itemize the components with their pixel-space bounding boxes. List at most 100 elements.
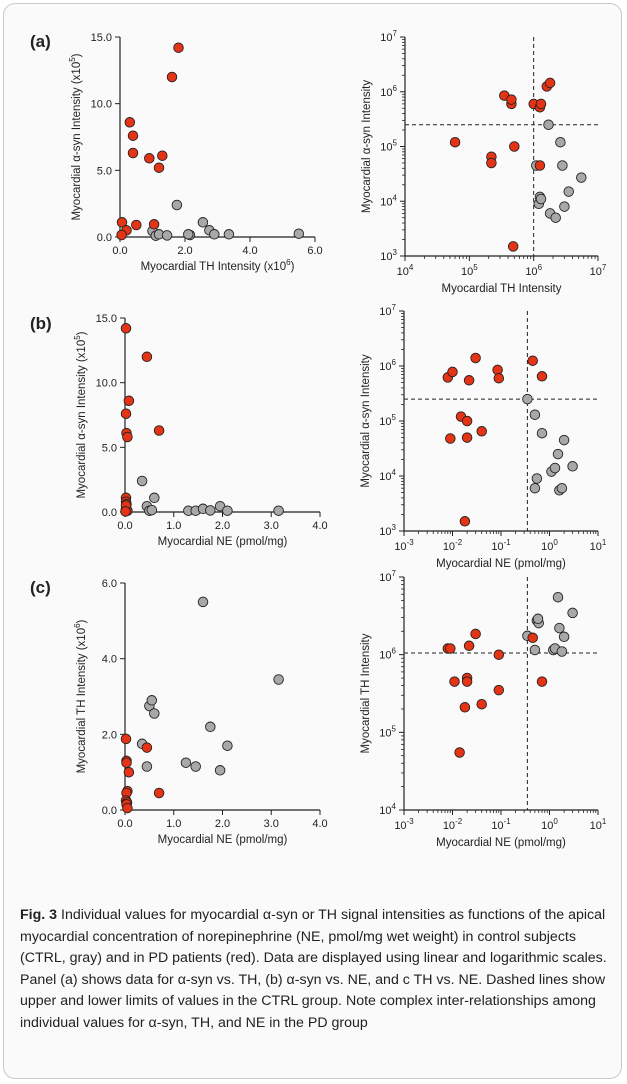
y-tick-label: 106: [380, 84, 397, 99]
x-tick-base: 10: [491, 541, 503, 553]
x-tick-exponent: -3: [407, 817, 415, 826]
y-tick-base: 10: [379, 471, 391, 483]
ctrl-point: [532, 613, 544, 625]
x-tick-exponent: 7: [602, 263, 607, 272]
ctrl-point: [556, 482, 568, 494]
pd-point: [122, 431, 133, 443]
pd-point: [534, 160, 546, 171]
ctrl-point: [529, 644, 541, 656]
caption-text: Individual values for myocardial α-syn o…: [20, 907, 607, 1031]
y-axis-label-tail: ): [71, 53, 83, 57]
x-tick-label: 6.0: [307, 245, 322, 257]
y-axis-label: Myocardial α-syn Intensity: [361, 80, 373, 213]
ctrl-point: [529, 482, 541, 494]
pd-point: [459, 702, 471, 713]
y-tick-label: 15.0: [96, 313, 117, 325]
pd-point: [127, 130, 139, 141]
pd-point: [123, 766, 135, 778]
x-tick-label: 2.0: [215, 520, 230, 532]
chart-c-linear: 0.0 1.0 2.0 3.0 4.0 0.0 2.0 4.0 6.0 Myocardial NE…: [73, 578, 328, 846]
y-axis-label-sup: 5: [68, 57, 77, 62]
y-tick-exponent: 7: [392, 303, 397, 312]
ctrl-point: [554, 622, 565, 634]
panel-label-a: (a): [30, 32, 51, 51]
pd-point: [509, 141, 520, 152]
y-tick-label: 6.0: [102, 578, 117, 590]
ctrl-point: [543, 119, 554, 130]
y-tick-label: 0.0: [102, 507, 117, 519]
pd-point: [506, 94, 517, 105]
y-tick-label: 105: [380, 139, 397, 154]
ctrl-point: [209, 229, 220, 240]
x-tick-base: 10: [443, 820, 455, 832]
y-tick-exponent: 4: [392, 468, 397, 477]
x-tick-label: 1.0: [166, 818, 181, 830]
y-tick-label: 0.0: [97, 232, 112, 244]
figure-card: [3, 3, 622, 1079]
pd-point: [120, 408, 132, 419]
ctrl-point: [552, 448, 564, 460]
y-tick-label: 5.0: [97, 165, 112, 177]
x-axis-label-sup: 6: [286, 258, 291, 267]
x-tick-label: 104: [397, 263, 414, 278]
y-tick-label: 103: [380, 248, 397, 263]
x-tick-exponent: -3: [407, 538, 415, 547]
y-tick-base: 10: [379, 361, 391, 373]
y-axis-label-text: Myocardial α-syn Intensity: [360, 354, 372, 487]
y-tick-exponent: 5: [392, 724, 397, 733]
pd-point: [476, 698, 487, 710]
x-tick-label: 106: [525, 263, 542, 278]
pd-point: [527, 355, 538, 366]
x-tick-label: 4.0: [312, 818, 327, 830]
pd-point: [445, 643, 456, 654]
x-tick-exponent: 6: [538, 263, 543, 272]
pd-point: [493, 649, 505, 660]
pd-point: [535, 98, 547, 110]
pd-point: [153, 787, 165, 799]
pd-point: [127, 147, 139, 159]
pd-point: [461, 432, 473, 443]
pd-point: [527, 632, 538, 644]
figure-plots: (a) (b) (c) 0.0 2.0 4.0 6.00.05.010.015.0My…: [30, 29, 607, 849]
y-tick-label: 107: [379, 303, 396, 318]
y-axis-label: Myocardial α-syn Intensity (x105): [68, 53, 83, 220]
x-tick-label: 2.0: [215, 818, 230, 830]
x-tick-label: 3.0: [264, 520, 279, 532]
pd-point: [124, 117, 136, 128]
x-tick-label: 107: [590, 263, 607, 278]
ctrl-point: [293, 228, 305, 239]
x-tick-exponent: 4: [409, 263, 414, 272]
y-tick-label: 4.0: [102, 654, 117, 666]
pd-point: [120, 323, 132, 334]
x-tick-base: 10: [590, 266, 602, 278]
pd-point: [131, 219, 142, 231]
pd-point: [116, 229, 127, 241]
x-axis-label-text: Myocardial NE (pmol/mg): [436, 837, 566, 849]
y-tick-label: 15.0: [91, 32, 112, 44]
ctrl-point: [171, 199, 183, 211]
ctrl-point: [149, 492, 160, 504]
pd-point: [449, 136, 461, 148]
ctrl-point: [223, 229, 235, 240]
pd-point: [122, 802, 133, 814]
x-tick-exponent: 1: [602, 538, 607, 547]
ctrl-point: [549, 462, 561, 474]
pd-point: [449, 676, 460, 687]
ctrl-point: [205, 721, 216, 733]
pd-point: [141, 742, 153, 753]
x-tick-exponent: 5: [473, 263, 478, 272]
ctrl-point: [146, 504, 158, 516]
pd-point: [459, 516, 471, 527]
pd-point: [157, 150, 168, 161]
x-axis-label-tail: ): [291, 261, 295, 273]
x-tick-label: 10-1: [491, 538, 511, 553]
pd-point: [536, 676, 548, 687]
pd-point: [120, 506, 131, 517]
pd-point: [461, 676, 473, 687]
pd-point: [476, 426, 487, 437]
y-tick-exponent: 4: [393, 193, 398, 202]
x-tick-exponent: 0: [553, 538, 558, 547]
y-axis-label: Myocardial TH Intensity (x106): [73, 619, 88, 773]
y-tick-base: 10: [379, 572, 391, 584]
y-tick-base: 10: [380, 142, 392, 154]
